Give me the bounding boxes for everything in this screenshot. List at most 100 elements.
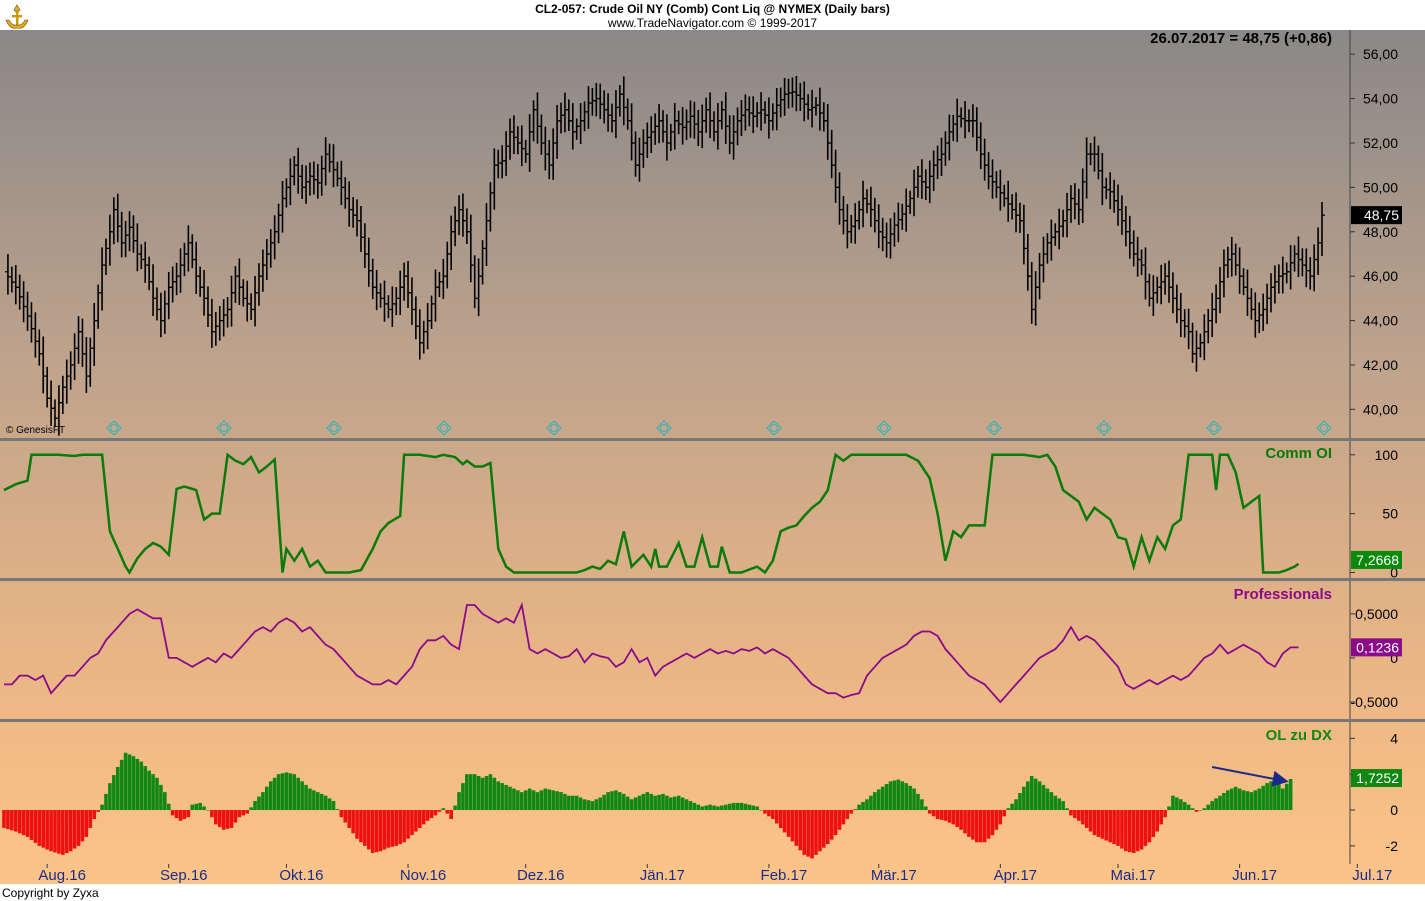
histogram-bar <box>194 803 199 811</box>
histogram-bar <box>618 792 622 811</box>
histogram-bar <box>163 792 167 811</box>
histogram-bar <box>857 804 861 811</box>
histogram-bar <box>182 810 187 819</box>
histogram-bar <box>214 810 218 825</box>
histogram-bar <box>123 752 128 811</box>
histogram-bar <box>480 777 485 811</box>
histogram-bar <box>29 810 34 840</box>
histogram-bar <box>747 804 752 811</box>
histogram-bar <box>272 777 277 811</box>
histogram-bar <box>888 781 893 811</box>
histogram-bar <box>1026 781 1030 811</box>
rollover-marker-dot <box>1320 424 1328 432</box>
histogram-bar <box>2 810 6 828</box>
histogram-bar <box>535 792 540 811</box>
histogram-bar <box>755 806 759 811</box>
date-tick-label-7: Mär.17 <box>871 867 917 884</box>
histogram-bar <box>292 774 297 811</box>
histogram-bar <box>159 784 163 811</box>
histogram-bar <box>300 781 304 811</box>
histogram-bar <box>908 785 912 811</box>
rollover-marker-icon <box>876 420 892 436</box>
histogram-bar <box>41 810 46 848</box>
histogram-bar <box>880 786 885 811</box>
professionals-line <box>4 601 1299 704</box>
histogram-bar <box>190 804 195 811</box>
histogram-bar <box>771 810 775 819</box>
histogram-bar <box>967 810 971 837</box>
histogram-bar <box>1006 808 1010 811</box>
comm-oi-line <box>3 452 1300 575</box>
histogram-bar <box>614 790 618 811</box>
y-tick-label-p0-5: 46,00 <box>1363 268 1398 284</box>
histogram-bar <box>186 810 191 818</box>
histogram-bar <box>963 810 967 834</box>
histogram-bar <box>869 795 873 811</box>
y-tick-label-p2-1: 0 <box>1390 650 1398 666</box>
histogram-bar <box>374 810 379 853</box>
rollover-marker-icon <box>326 420 342 436</box>
histogram-bar <box>704 805 708 811</box>
histogram-bar <box>782 810 787 833</box>
histogram-bar <box>1167 806 1171 811</box>
rollover-marker-icon <box>1206 420 1222 436</box>
histogram-bar <box>359 810 363 843</box>
histogram-bar <box>1065 808 1069 811</box>
rollover-marker-icon <box>106 420 122 436</box>
histogram-bar <box>417 810 422 828</box>
histogram-bar <box>1143 810 1148 846</box>
histogram-bar <box>531 790 536 811</box>
histogram-bar <box>504 784 508 811</box>
histogram-bar <box>931 810 936 817</box>
histogram-bar <box>543 788 548 811</box>
histogram-bar <box>402 810 406 843</box>
data-vendor-label: © GenesisFT <box>6 425 66 436</box>
histogram-bar <box>720 805 724 811</box>
histogram-bar <box>1280 788 1285 811</box>
histogram-bar <box>112 775 116 811</box>
rollover-marker-icon <box>1316 420 1332 436</box>
histogram-bar <box>492 777 497 811</box>
histogram-bar <box>453 805 457 811</box>
histogram-bar <box>523 790 528 811</box>
histogram-bar <box>335 809 340 811</box>
last-value-label-p2: 0,1236 <box>1356 639 1399 655</box>
histogram-bar <box>625 796 630 811</box>
last-quote: 26.07.2017 = 48,75 (+0,86) <box>1150 30 1332 47</box>
histogram-bar <box>57 810 61 854</box>
histogram-bar <box>461 783 465 811</box>
histogram-bar <box>457 792 461 811</box>
histogram-bar <box>96 810 100 812</box>
histogram-bar <box>76 810 81 846</box>
histogram-bar <box>916 793 920 811</box>
histogram-bar <box>559 792 563 811</box>
histogram-bar <box>825 810 830 845</box>
histogram-bar <box>900 781 905 811</box>
y-tick-label-p0-7: 42,00 <box>1363 357 1398 373</box>
histogram-bar <box>484 775 489 811</box>
histogram-bar <box>1218 795 1222 811</box>
histogram-bar <box>865 799 869 811</box>
rollover-marker-icon <box>546 420 562 436</box>
histogram-bar <box>1182 801 1187 811</box>
histogram-bar <box>578 797 583 811</box>
histogram-bar <box>955 810 959 828</box>
histogram-bar <box>649 793 654 811</box>
histogram-bar <box>100 804 104 811</box>
histogram-bar <box>594 799 599 811</box>
histogram-bar <box>1002 810 1007 817</box>
histogram-bar <box>500 783 504 811</box>
histogram-bar <box>206 810 210 811</box>
histogram-bar <box>370 810 375 854</box>
histogram-bar <box>170 810 175 816</box>
histogram-bar <box>920 799 924 811</box>
histogram-bar <box>53 810 57 853</box>
histogram-bar <box>1190 808 1195 811</box>
pane-title-0: Comm OI <box>1265 445 1332 462</box>
histogram-bar <box>676 795 681 811</box>
histogram-bar <box>1041 784 1046 811</box>
histogram-bar <box>606 792 610 811</box>
last-value-label-p0: 48,75 <box>1364 207 1399 223</box>
histogram-bar <box>84 810 89 837</box>
histogram-bar <box>21 810 26 836</box>
